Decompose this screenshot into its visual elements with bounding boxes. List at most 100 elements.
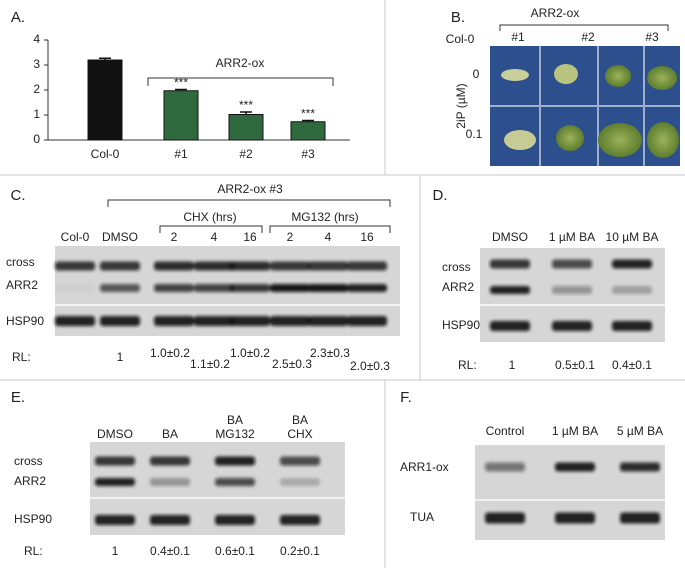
band	[552, 259, 592, 269]
band	[230, 284, 270, 292]
band	[620, 462, 660, 472]
band	[270, 284, 310, 292]
panel-label: D.	[433, 187, 448, 204]
row-label: 0	[473, 67, 480, 81]
row-label: HSP90	[6, 314, 44, 328]
band	[215, 515, 255, 525]
x-tick-label: #2	[239, 147, 253, 161]
y-tick-label: 4	[33, 32, 40, 46]
bracket	[107, 199, 391, 207]
bands	[485, 462, 660, 524]
panel-label: C.	[11, 187, 26, 204]
rl-value: 1	[112, 544, 119, 558]
panel-label: E.	[11, 389, 25, 406]
band	[150, 456, 190, 466]
error-bar	[302, 119, 314, 122]
row-label: ARR2	[14, 474, 46, 488]
x-tick-label: Col-0	[91, 147, 120, 161]
band	[194, 316, 234, 326]
lane-label: Col-0	[446, 32, 475, 46]
lane-label: #2	[581, 30, 595, 44]
group-label: MG132 (hrs)	[291, 210, 358, 224]
row-label: cross	[442, 260, 471, 274]
band	[612, 259, 652, 269]
band	[95, 515, 135, 525]
bracket-label: ARR2-ox	[216, 56, 265, 70]
rl-value: 2.0±0.3	[350, 359, 390, 373]
rl-value: 1	[117, 350, 124, 364]
group-label: CHX (hrs)	[183, 210, 236, 224]
lane-label: BA	[292, 413, 308, 427]
panel-label: B.	[451, 9, 465, 26]
band	[215, 478, 255, 486]
row-label: ARR2	[442, 280, 474, 294]
band	[555, 512, 595, 524]
band	[280, 515, 320, 525]
y-tick-label: 2	[33, 82, 40, 96]
group-label: ARR2-ox	[531, 6, 580, 20]
bracket	[499, 24, 669, 31]
rl-value: 1.0±0.2	[230, 346, 270, 360]
lane-label: MG132	[215, 427, 255, 441]
lane-label: BA	[162, 427, 178, 441]
lane-label: #1	[511, 30, 525, 44]
row-label: HSP90	[14, 512, 52, 526]
bands	[95, 456, 320, 525]
band	[230, 316, 270, 326]
band	[280, 478, 320, 486]
bracket	[147, 77, 334, 86]
row-label: ARR2	[6, 278, 38, 292]
bands	[490, 259, 652, 331]
band	[55, 284, 95, 292]
band	[215, 456, 255, 466]
row-label: 0.1	[466, 127, 483, 141]
band	[280, 456, 320, 466]
lane-label: 2	[287, 230, 294, 244]
band	[154, 284, 194, 292]
rl-value: 2.3±0.3	[310, 346, 350, 360]
lane-label: CHX	[287, 427, 312, 441]
band	[612, 321, 652, 331]
row-label: HSP90	[442, 318, 480, 332]
rl-label: RL:	[458, 358, 477, 372]
rl-label: RL:	[24, 544, 43, 558]
rl-value: 1.1±0.2	[190, 357, 230, 371]
bar	[290, 121, 326, 141]
rl-value: 0.4±0.1	[150, 544, 190, 558]
significance-mark: ***	[301, 107, 315, 121]
lane-label: 1 µM BA	[552, 424, 598, 438]
band	[100, 284, 140, 292]
lane-label: BA	[227, 413, 243, 427]
rl-value: 0.5±0.1	[555, 358, 595, 372]
band	[150, 515, 190, 525]
band	[490, 286, 530, 294]
band	[308, 261, 348, 271]
x-tick-label: #1	[174, 147, 188, 161]
rl-value: 1	[509, 358, 516, 372]
row-label: cross	[6, 255, 35, 269]
bar	[228, 114, 264, 141]
rl-value: 0.2±0.1	[280, 544, 320, 558]
band	[552, 321, 592, 331]
lane-label: 2	[171, 230, 178, 244]
band	[55, 316, 95, 326]
lane-label: Col-0	[61, 230, 90, 244]
band	[95, 478, 135, 486]
band	[490, 259, 530, 269]
lane-label: 5 µM BA	[617, 424, 663, 438]
band	[347, 316, 387, 326]
row-label: cross	[14, 454, 43, 468]
y-tick-label: 3	[33, 57, 40, 71]
error-bar	[240, 111, 252, 115]
band	[612, 286, 652, 294]
error-bar	[99, 57, 111, 60]
panel-label: A.	[11, 9, 25, 26]
lane-label: 16	[360, 230, 374, 244]
blot	[475, 445, 665, 540]
band	[555, 462, 595, 472]
panel-label: F.	[400, 389, 412, 406]
significance-mark: ***	[239, 98, 253, 112]
band	[100, 261, 140, 271]
band	[485, 512, 525, 524]
rl-value: 2.5±0.3	[272, 357, 312, 371]
